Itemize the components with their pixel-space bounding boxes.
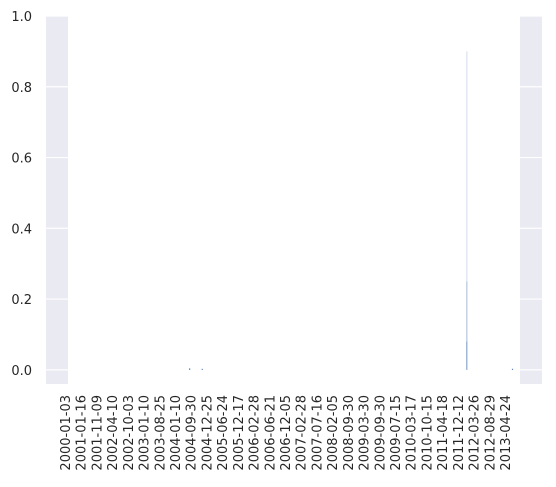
x-tick-label-14: 2006-12-05 <box>279 395 294 471</box>
plot-overlay <box>68 16 520 384</box>
bar-3 <box>511 368 514 370</box>
y-tick-label-5: 1.0 <box>11 10 32 25</box>
x-tick-label-23: 2010-10-15 <box>420 395 435 471</box>
y-tick-label-4: 0.8 <box>11 81 32 96</box>
bar-2 <box>466 341 468 370</box>
x-tick-label-6: 2003-08-25 <box>153 395 168 471</box>
x-tick-label-5: 2003-01-10 <box>138 395 153 471</box>
x-tick-label-24: 2011-04-18 <box>436 395 451 471</box>
bar-1 <box>201 368 203 370</box>
bars <box>189 51 514 370</box>
x-tick-label-1: 2001-01-16 <box>75 395 90 471</box>
x-tick-label-9: 2004-12-25 <box>200 395 215 471</box>
x-tick-label-3: 2002-04-10 <box>106 395 121 471</box>
x-tick-label-27: 2012-08-29 <box>483 395 498 471</box>
bar-2-mid <box>466 281 468 370</box>
x-tick-label-17: 2008-02-05 <box>326 395 341 471</box>
x-tick-label-18: 2008-09-30 <box>342 395 357 471</box>
y-tick-label-3: 0.6 <box>11 152 32 167</box>
y-axis-ticks: 0.0 0.2 0.4 0.6 0.8 1.0 <box>11 10 32 379</box>
x-tick-label-4: 2002-10-03 <box>122 395 137 471</box>
x-tick-label-7: 2004-01-10 <box>169 395 184 471</box>
x-tick-label-25: 2011-12-12 <box>452 395 467 471</box>
y-tick-label-1: 0.2 <box>11 293 32 308</box>
bar-0 <box>189 368 191 370</box>
y-tick-label-2: 0.4 <box>11 222 32 237</box>
x-tick-label-19: 2009-03-30 <box>358 395 373 471</box>
bar-2-halo <box>466 51 468 370</box>
x-tick-label-15: 2007-02-28 <box>295 395 310 471</box>
x-tick-label-0: 2000-01-03 <box>59 395 74 471</box>
x-tick-label-12: 2006-02-28 <box>248 395 263 471</box>
x-tick-label-21: 2009-07-15 <box>389 395 404 471</box>
plot-inner-region <box>68 16 520 384</box>
x-tick-label-28: 2013-04-24 <box>499 395 514 471</box>
x-axis-ticks: 2000-01-03 2001-01-16 2001-11-09 2002-04-10… <box>59 395 514 471</box>
x-tick-label-16: 2007-07-16 <box>310 395 325 471</box>
x-tick-label-13: 2006-06-21 <box>263 395 278 471</box>
x-tick-label-26: 2012-03-26 <box>468 395 483 471</box>
x-tick-label-20: 2009-09-30 <box>373 395 388 471</box>
x-tick-label-8: 2004-09-30 <box>185 395 200 471</box>
y-tick-label-0: 0.0 <box>11 364 32 379</box>
x-tick-label-22: 2010-03-17 <box>405 395 420 471</box>
x-tick-label-11: 2005-12-17 <box>232 395 247 471</box>
x-tick-label-2: 2001-11-09 <box>90 395 105 471</box>
x-tick-label-10: 2005-06-24 <box>216 395 231 471</box>
